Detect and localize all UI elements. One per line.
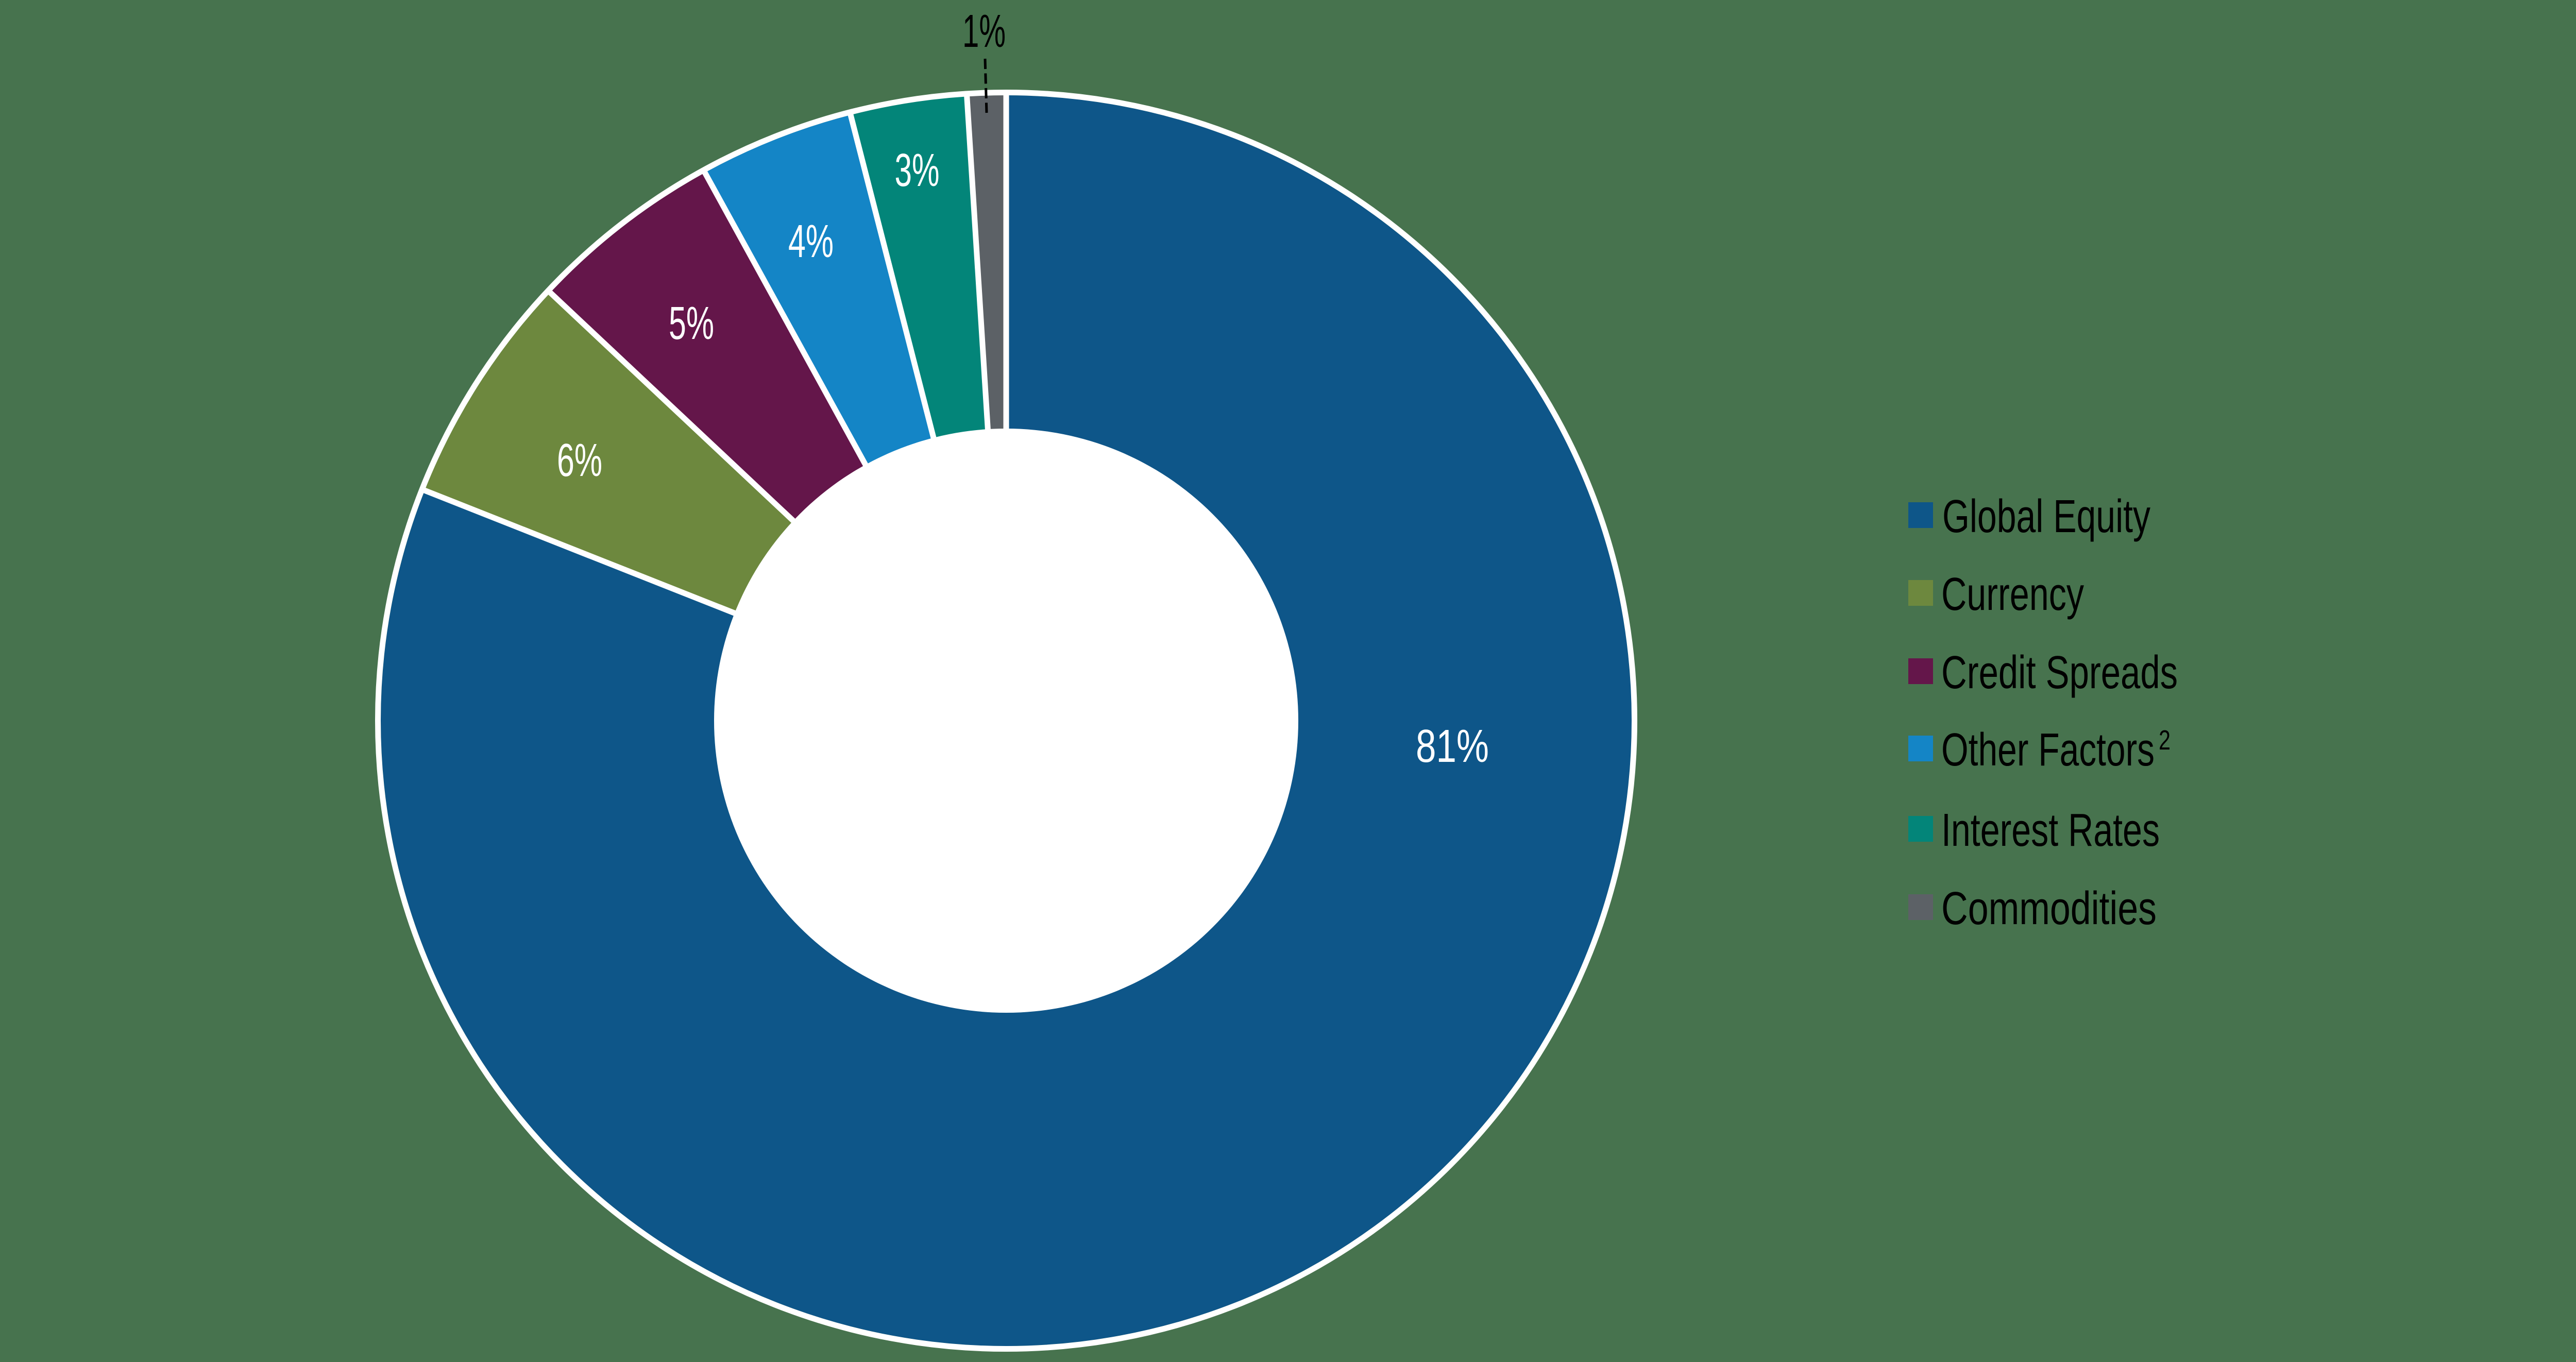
svg-text:Other Factors: Other Factors [1941, 724, 2155, 776]
svg-text:Commodities: Commodities [1941, 883, 2157, 934]
svg-text:Currency: Currency [1941, 569, 2084, 620]
svg-text:6%: 6% [557, 435, 602, 486]
svg-text:Credit Spreads: Credit Spreads [1941, 647, 2178, 699]
svg-text:Global Equity: Global Equity [1942, 491, 2150, 542]
svg-text:Interest Rates: Interest Rates [1941, 805, 2160, 856]
svg-text:1%: 1% [962, 6, 1006, 57]
svg-text:5%: 5% [669, 298, 714, 349]
svg-text:2: 2 [2159, 725, 2171, 756]
svg-text:3%: 3% [895, 145, 940, 196]
svg-text:81%: 81% [1416, 721, 1489, 772]
svg-text:4%: 4% [788, 216, 834, 267]
